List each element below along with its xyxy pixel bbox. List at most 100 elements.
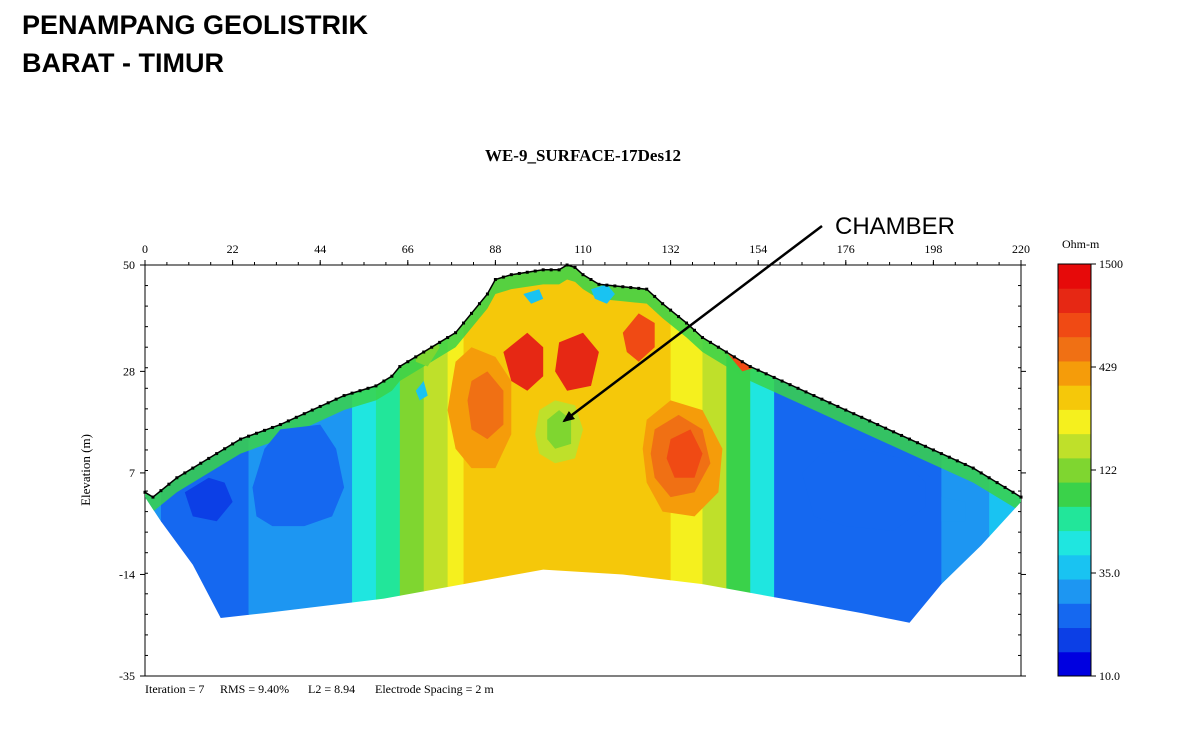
electrode-marker [398, 365, 402, 369]
y-tick-label: -35 [119, 669, 135, 683]
electrode-marker [565, 263, 569, 267]
stat-l2: L2 = 8.94 [308, 682, 355, 696]
electrode-marker [844, 408, 848, 412]
electrode-marker [199, 461, 203, 465]
electrode-marker [247, 434, 251, 438]
electrode-marker [310, 408, 314, 412]
slide-title: PENAMPANG GEOLISTRIK BARAT - TIMUR [22, 6, 368, 82]
electrode-marker [1011, 490, 1015, 494]
electrode-marker [286, 419, 290, 423]
electrode-marker [661, 302, 665, 306]
resistivity-band [989, 265, 1021, 623]
electrode-marker [820, 397, 824, 401]
electrode-marker [629, 286, 633, 290]
resistivity-anomaly [941, 497, 966, 522]
colorbar-swatch [1058, 409, 1091, 435]
electrode-marker [167, 482, 171, 486]
x-tick-label: 66 [402, 242, 414, 256]
electrode-marker [302, 412, 306, 416]
colorbar-swatch [1058, 385, 1091, 410]
colorbar-swatch [1058, 579, 1091, 604]
resistivity-anomaly [252, 424, 345, 527]
electrode-marker [740, 360, 744, 364]
resistivity-anomaly [467, 371, 504, 440]
x-tick-label: 22 [227, 242, 239, 256]
electrode-marker [780, 379, 784, 383]
electrode-marker [254, 431, 258, 435]
y-axis: 50 28 7 -14 -35 [119, 258, 1026, 683]
electrode-marker [485, 292, 489, 296]
electrode-marker [796, 386, 800, 390]
electrode-marker [788, 383, 792, 387]
electrode-marker [700, 336, 704, 340]
electrode-marker [159, 489, 163, 493]
electrode-marker [326, 401, 330, 405]
resistivity-anomaly [184, 477, 233, 522]
y-tick-label: -14 [119, 567, 135, 581]
colorbar-labels: 1500 429 122 35.0 10.0 [1091, 257, 1123, 683]
y-tick-label: 50 [123, 258, 135, 272]
resistivity-band [750, 265, 775, 623]
electrode-marker [501, 275, 505, 279]
electrode-marker [350, 391, 354, 395]
electrode-marker [533, 269, 537, 273]
electrode-marker [541, 268, 545, 272]
electrode-marker [812, 394, 816, 398]
electrode-marker [645, 287, 649, 291]
electrode-marker [828, 401, 832, 405]
resistivity-anomaly [666, 429, 703, 478]
electrode-marker [613, 284, 617, 288]
resistivity-anomaly [503, 332, 544, 391]
electrode-marker [366, 386, 370, 390]
electrode-marker [732, 355, 736, 359]
electrode-marker [470, 311, 474, 315]
electrode-marker [597, 282, 601, 286]
colorbar-swatch [1058, 627, 1091, 653]
inversion-stats: Iteration = 7 RMS = 9.40% L2 = 8.94 Elec… [145, 682, 494, 696]
electrode-marker [143, 490, 147, 494]
x-tick-label: 88 [489, 242, 501, 256]
electrode-marker [446, 336, 450, 340]
resistivity-anomaly [523, 289, 544, 304]
electrode-marker [947, 455, 951, 459]
electrode-marker [876, 423, 880, 427]
electrode-marker [939, 452, 943, 456]
x-tick-label: 44 [314, 242, 326, 256]
electrode-marker [382, 379, 386, 383]
resistivity-band [423, 265, 449, 623]
electrode-marker [963, 462, 967, 466]
electrode-marker [509, 273, 513, 277]
electrode-marker [422, 350, 426, 354]
colorbar-label: 35.0 [1099, 566, 1120, 580]
electrode-marker [262, 428, 266, 432]
x-tick-label: 198 [924, 242, 942, 256]
electrode-marker [756, 368, 760, 372]
electrode-marker [677, 315, 681, 319]
x-axis-top: 0 22 44 66 88 110 132 154 176 198 220 [142, 242, 1030, 265]
resistivity-anomaly [415, 381, 428, 401]
colorbar-swatch [1058, 482, 1091, 507]
colorbar-swatch [1058, 288, 1091, 313]
electrode-marker [923, 444, 927, 448]
electrode-marker [995, 481, 999, 485]
electrode-marker [414, 355, 418, 359]
electrode-marker [955, 459, 959, 463]
resistivity-band [399, 265, 425, 623]
colorbar-swatch [1058, 530, 1091, 556]
electrode-marker [334, 397, 338, 401]
electrode-marker [151, 495, 155, 499]
colorbar-label: 10.0 [1099, 669, 1120, 683]
electrode-marker [804, 390, 808, 394]
electrode-marker [223, 447, 227, 451]
electrode-marker [462, 321, 466, 325]
electrode-marker [454, 331, 458, 335]
y-tick-label: 7 [129, 466, 135, 480]
electrode-marker [430, 345, 434, 349]
electrode-marker [979, 471, 983, 475]
electrode-marker [692, 328, 696, 332]
colorbar-swatch [1058, 603, 1091, 629]
electrode-marker [653, 294, 657, 298]
electrode-marker [374, 384, 378, 388]
x-tick-label: 110 [574, 242, 592, 256]
electrode-marker [589, 278, 593, 282]
